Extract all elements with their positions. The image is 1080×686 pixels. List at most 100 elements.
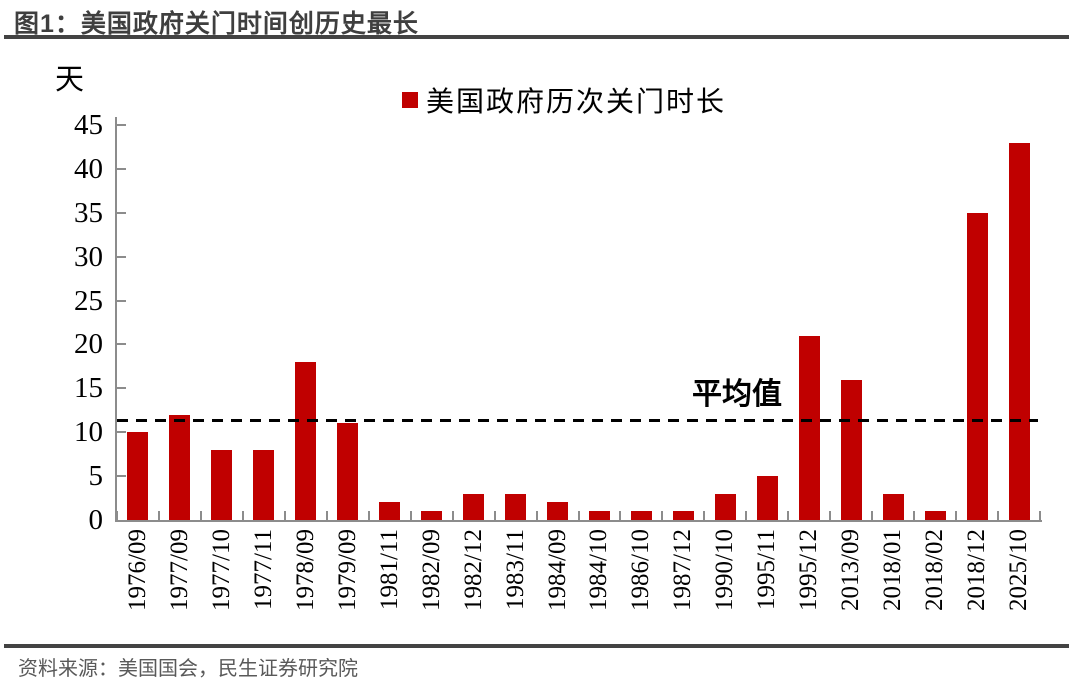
bar bbox=[505, 493, 527, 520]
y-tick-mark bbox=[117, 387, 126, 390]
x-tick-mark bbox=[745, 511, 748, 520]
x-tick-label: 2018/02 bbox=[921, 529, 949, 611]
x-tick-mark bbox=[451, 511, 454, 520]
bar bbox=[379, 502, 401, 520]
bar bbox=[840, 379, 862, 520]
bar bbox=[463, 493, 485, 520]
y-tick-label: 5 bbox=[88, 460, 104, 493]
source-note: 资料来源：美国国会，民生证券研究院 bbox=[18, 658, 358, 680]
y-tick-mark bbox=[117, 475, 126, 478]
bar bbox=[798, 335, 820, 520]
y-tick-label: 30 bbox=[74, 240, 103, 273]
x-tick-label: 1983/11 bbox=[501, 529, 529, 611]
x-tick-mark bbox=[955, 511, 958, 520]
plot-area bbox=[117, 125, 1040, 520]
x-tick-mark bbox=[577, 511, 580, 520]
bar bbox=[337, 423, 359, 520]
x-tick-label: 1982/12 bbox=[459, 529, 487, 611]
y-tick-label: 10 bbox=[74, 416, 103, 449]
bar bbox=[882, 493, 904, 520]
bar bbox=[211, 449, 233, 520]
x-tick-label: 1990/10 bbox=[711, 529, 739, 611]
y-tick-mark bbox=[117, 299, 126, 302]
bar bbox=[630, 511, 652, 520]
y-tick-mark bbox=[117, 343, 126, 346]
x-tick-label: 1995/11 bbox=[753, 529, 781, 611]
bar bbox=[966, 212, 988, 520]
x-tick-mark bbox=[493, 511, 496, 520]
figure-title: 图1：美国政府关门时间创历史最长 bbox=[14, 10, 419, 38]
x-tick-label: 1986/10 bbox=[627, 529, 655, 611]
y-axis bbox=[115, 117, 117, 522]
x-tick-mark bbox=[367, 511, 370, 520]
y-tick-label: 0 bbox=[88, 504, 104, 536]
x-tick-mark bbox=[157, 511, 160, 520]
y-tick-label: 20 bbox=[74, 328, 103, 361]
x-tick-mark bbox=[829, 511, 832, 520]
x-tick-mark bbox=[871, 511, 874, 520]
y-tick-label: 45 bbox=[74, 109, 103, 141]
bar bbox=[588, 511, 610, 520]
x-tick-label: 2018/01 bbox=[879, 529, 907, 611]
x-tick-label: 1984/09 bbox=[543, 529, 571, 611]
x-tick-label: 1982/09 bbox=[417, 529, 445, 611]
y-tick-label: 40 bbox=[74, 152, 103, 185]
legend-swatch-icon bbox=[402, 92, 418, 108]
x-tick-label: 1979/09 bbox=[333, 529, 361, 611]
x-tick-label: 1995/12 bbox=[795, 529, 823, 611]
x-tick-label: 1976/09 bbox=[123, 529, 151, 611]
x-tick-mark bbox=[241, 511, 244, 520]
x-tick-label: 2018/12 bbox=[963, 529, 991, 611]
x-tick-mark bbox=[199, 511, 202, 520]
x-tick-mark bbox=[325, 511, 328, 520]
average-dashed-line bbox=[117, 418, 1038, 422]
x-tick-label: 1977/09 bbox=[165, 529, 193, 611]
y-tick-label: 15 bbox=[74, 372, 103, 405]
bar bbox=[714, 493, 736, 520]
bar bbox=[672, 511, 694, 520]
footer-divider bbox=[4, 644, 1069, 648]
legend-label: 美国政府历次关门时长 bbox=[426, 87, 727, 118]
y-tick-mark bbox=[117, 124, 126, 126]
x-axis bbox=[115, 520, 1042, 522]
x-axis-labels: 1976/09 1977/09 1977/10 1977/11 1978/09 1979/… bbox=[117, 529, 1040, 631]
bar bbox=[253, 449, 275, 520]
bar bbox=[127, 432, 149, 520]
y-tick-mark bbox=[117, 255, 126, 258]
x-tick-mark bbox=[661, 511, 664, 520]
bar bbox=[924, 511, 946, 520]
x-tick-label: 1984/10 bbox=[585, 529, 613, 611]
y-tick-label: 35 bbox=[74, 196, 103, 229]
y-tick-mark bbox=[117, 211, 126, 214]
x-tick-label: 1978/09 bbox=[291, 529, 319, 611]
x-tick-mark bbox=[1039, 511, 1041, 520]
y-tick-mark bbox=[117, 431, 126, 434]
average-line-label: 平均值 bbox=[692, 378, 782, 411]
x-tick-mark bbox=[116, 511, 118, 520]
x-tick-mark bbox=[703, 511, 706, 520]
bar bbox=[756, 476, 778, 520]
bar bbox=[295, 362, 317, 520]
x-tick-mark bbox=[913, 511, 916, 520]
bar bbox=[169, 414, 191, 520]
chart-legend: 美国政府历次关门时长 bbox=[402, 80, 726, 120]
x-tick-mark bbox=[619, 511, 622, 520]
x-tick-label: 1987/12 bbox=[669, 529, 697, 611]
y-tick-label: 25 bbox=[74, 284, 103, 317]
x-tick-label: 1977/11 bbox=[249, 529, 277, 611]
y-axis-unit-label: 天 bbox=[55, 64, 85, 96]
x-tick-label: 2013/09 bbox=[837, 529, 865, 611]
x-tick-mark bbox=[787, 511, 790, 520]
x-tick-mark bbox=[409, 511, 412, 520]
title-divider bbox=[4, 35, 1069, 39]
x-tick-label: 2025/10 bbox=[1005, 529, 1032, 611]
y-tick-mark bbox=[117, 167, 126, 170]
bar bbox=[421, 511, 443, 520]
x-tick-mark bbox=[535, 511, 538, 520]
x-tick-mark bbox=[997, 511, 1000, 520]
bar bbox=[1008, 142, 1030, 520]
x-tick-label: 1977/10 bbox=[207, 529, 235, 611]
x-tick-label: 1981/11 bbox=[375, 529, 403, 611]
bar bbox=[547, 502, 569, 520]
